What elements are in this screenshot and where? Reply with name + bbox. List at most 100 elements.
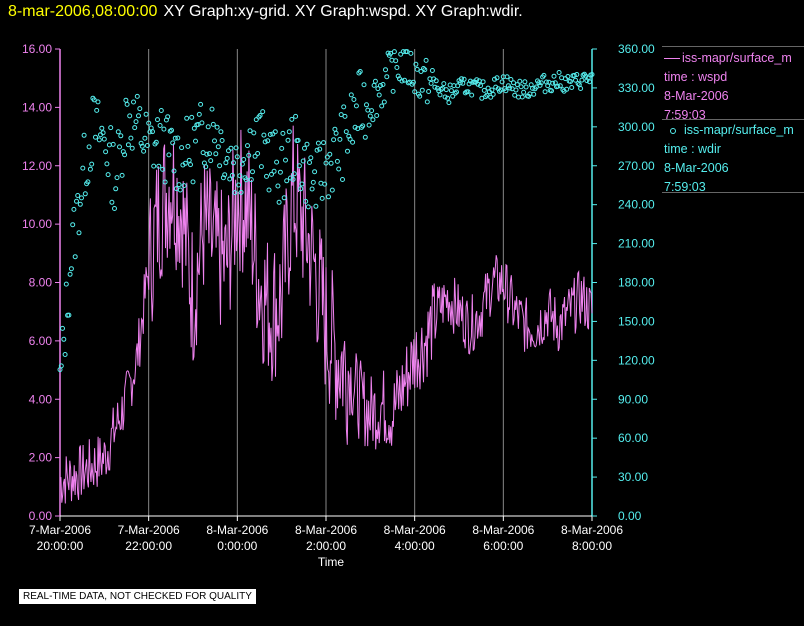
legend-wspd-var: time : wspd (664, 70, 728, 84)
wdir-point (308, 155, 314, 161)
wdir-point (495, 86, 501, 92)
wdir-point (445, 95, 451, 101)
wdir-point (573, 77, 578, 83)
x-tick-time: 20:00:00 (37, 539, 84, 553)
wdir-point (388, 50, 394, 56)
wdir-point (204, 151, 210, 157)
wdir-point (279, 145, 285, 151)
wdir-point (177, 187, 183, 193)
wdir-point (172, 135, 178, 141)
wdir-point (293, 113, 299, 119)
wdir-point (518, 84, 524, 90)
wdir-point (426, 89, 432, 94)
right-y-tick-label: 60.00 (618, 431, 648, 445)
wdir-point (91, 97, 97, 103)
wdir-point (119, 172, 125, 178)
wdir-point (181, 183, 187, 189)
wdir-point (424, 99, 430, 105)
wdir-point (574, 72, 580, 77)
wdir-point (208, 158, 214, 164)
wdir-point (94, 107, 100, 113)
wdir-point (209, 106, 215, 112)
wdir-point (334, 158, 340, 164)
wdir-point (295, 137, 301, 143)
wdir-point (327, 151, 333, 157)
legend-wdir-var: time : wdir (664, 142, 721, 156)
wdir-point (557, 83, 563, 89)
wdir-point (72, 254, 78, 260)
wdir-point (271, 168, 277, 174)
wdir-point (441, 81, 447, 87)
right-y-tick-label: 330.00 (618, 81, 655, 95)
wdir-point (362, 134, 368, 140)
left-y-tick-label: 14.00 (22, 100, 52, 114)
wdir-point (128, 135, 134, 141)
wdir-point (213, 151, 219, 157)
wdir-point (215, 144, 221, 150)
wdir-point (143, 111, 149, 117)
wdir-point (115, 129, 121, 135)
wdir-point (210, 121, 216, 127)
wdir-point (575, 81, 581, 86)
wdir-point (555, 83, 561, 89)
wdir-point (333, 130, 339, 136)
wdir-point (504, 74, 510, 80)
wdir-point (136, 113, 141, 119)
wdir-point (160, 166, 166, 172)
wdir-point (372, 78, 378, 84)
wdir-point (474, 77, 480, 83)
wdir-point (133, 119, 139, 125)
wdir-point (66, 312, 72, 318)
wdir-point (338, 112, 344, 118)
wdir-point (243, 177, 249, 183)
wdir-point (378, 83, 383, 88)
x-tick-date: 8-Mar-2006 (472, 523, 534, 537)
wdir-point (193, 138, 198, 144)
wdir-point (87, 166, 93, 172)
x-tick-time: 22:00:00 (125, 539, 172, 553)
wdir-point (99, 125, 105, 131)
wdir-point (141, 148, 147, 154)
wdir-point (550, 80, 556, 86)
wdir-point (413, 61, 419, 67)
wdir-point (323, 160, 329, 166)
quality-disclaimer: REAL-TIME DATA, NOT CHECKED FOR QUALITY (19, 589, 256, 604)
wdir-point (219, 138, 225, 143)
wdir-point (291, 171, 297, 177)
wdir-point (587, 79, 592, 85)
wdir-point (381, 99, 387, 105)
wdir-point (70, 222, 76, 228)
wdir-point (76, 230, 82, 236)
wdir-point (166, 152, 172, 158)
legend-divider (662, 46, 804, 47)
axis-ticks: 7-Mar-2006 20:00:00 7-Mar-2006 22:00:00 8-Ma… (22, 42, 655, 553)
x-tick-time: 6:00:00 (483, 539, 523, 553)
wdir-point (428, 80, 434, 86)
wdir-point (67, 271, 73, 277)
right-y-tick-label: 270.00 (618, 159, 655, 173)
wdir-point (494, 75, 500, 81)
right-y-tick-label: 180.00 (618, 276, 655, 290)
wdir-series (57, 49, 595, 373)
wdir-point (289, 116, 295, 122)
wdir-point (246, 152, 252, 158)
wdir-point (526, 93, 532, 99)
wdir-point (281, 195, 287, 201)
wdir-point (207, 151, 212, 157)
wdir-point (307, 160, 312, 165)
wdir-point (247, 128, 253, 134)
wdir-point (332, 126, 338, 132)
wdir-point (231, 160, 236, 166)
wdir-point (212, 138, 217, 144)
wdir-point (217, 163, 223, 169)
wdir-point (124, 101, 130, 107)
wdir-point (105, 172, 111, 178)
right-y-tick-label: 210.00 (618, 237, 655, 251)
wdir-point (360, 123, 366, 129)
wdir-point (81, 132, 87, 138)
wdir-point (264, 173, 269, 179)
wdir-point (551, 73, 557, 79)
wdir-point (80, 165, 86, 171)
wdir-point (366, 122, 372, 128)
wdir-point (236, 182, 242, 188)
